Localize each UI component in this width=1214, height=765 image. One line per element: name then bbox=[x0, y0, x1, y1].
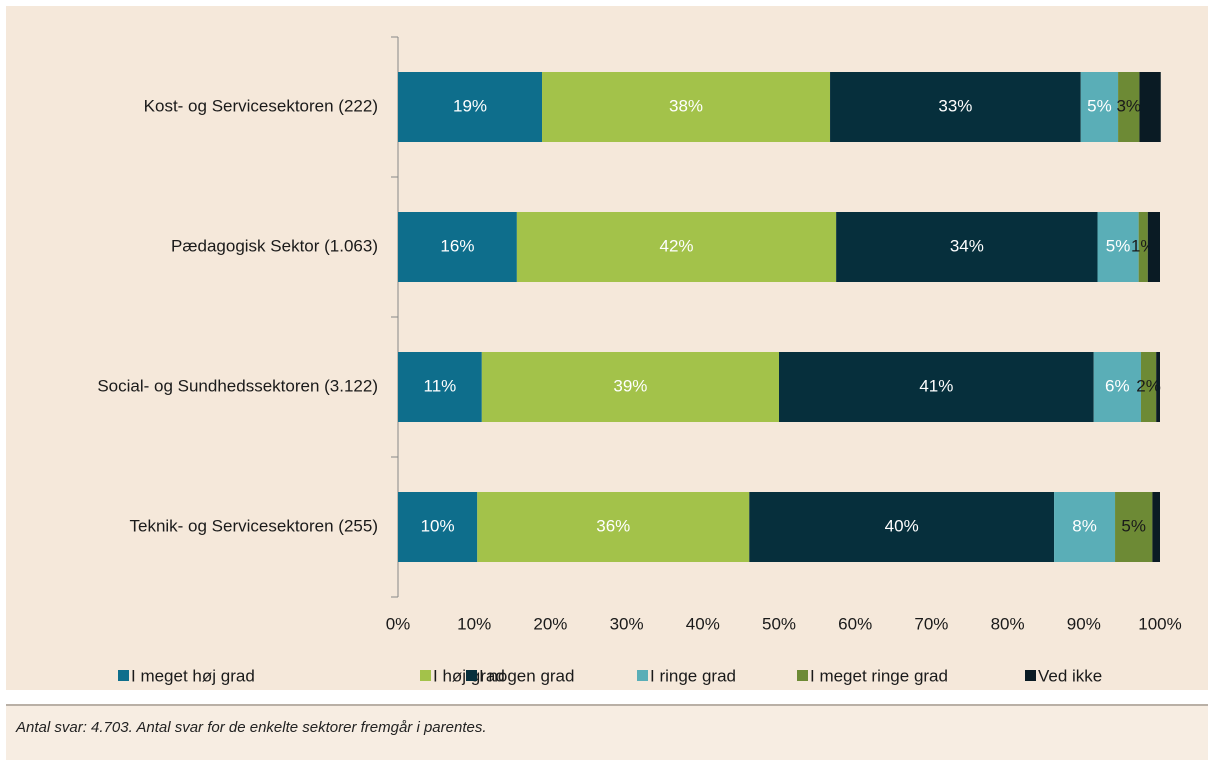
data-label: 34% bbox=[950, 236, 984, 255]
x-tick-label: 70% bbox=[914, 614, 948, 633]
bar-segment bbox=[398, 352, 482, 422]
bar-segment bbox=[477, 492, 750, 562]
legend-swatch bbox=[118, 670, 129, 681]
data-label: 5% bbox=[1106, 236, 1131, 255]
legend-label: I nogen grad bbox=[479, 666, 574, 685]
data-label: 2% bbox=[1136, 376, 1161, 395]
bar-segment bbox=[1140, 352, 1157, 422]
bar-segment bbox=[398, 212, 517, 282]
x-tick-label: 20% bbox=[533, 614, 567, 633]
legend-swatch bbox=[420, 670, 431, 681]
data-label: 3% bbox=[1116, 96, 1141, 115]
legend-swatch bbox=[637, 670, 648, 681]
x-tick-label: 50% bbox=[762, 614, 796, 633]
bar-segment bbox=[516, 212, 837, 282]
data-label: 38% bbox=[669, 96, 703, 115]
bar-segment bbox=[1156, 352, 1160, 422]
legend-label: I meget ringe grad bbox=[810, 666, 948, 685]
bar-segment bbox=[1054, 492, 1116, 562]
legend-label: I meget høj grad bbox=[131, 666, 255, 685]
data-label: 5% bbox=[1087, 96, 1112, 115]
data-label: 40% bbox=[885, 516, 919, 535]
data-label: 5% bbox=[1121, 516, 1146, 535]
category-label: Kost- og Servicesektoren (222) bbox=[144, 96, 378, 115]
x-tick-label: 60% bbox=[838, 614, 872, 633]
bar-segment bbox=[830, 72, 1081, 142]
category-label: Social- og Sundhedssektoren (3.122) bbox=[97, 376, 378, 395]
footnote: Antal svar: 4.703. Antal svar for de enk… bbox=[6, 704, 1208, 760]
category-label: Teknik- og Servicesektoren (255) bbox=[129, 516, 378, 535]
bar-segment bbox=[1093, 352, 1141, 422]
bar-segment bbox=[1139, 72, 1161, 142]
data-label: 39% bbox=[613, 376, 647, 395]
bar-segment bbox=[398, 72, 543, 142]
bar-segment bbox=[1115, 492, 1153, 562]
bar-segment bbox=[1118, 72, 1140, 142]
bar-segment bbox=[1138, 212, 1148, 282]
data-label: 41% bbox=[919, 376, 953, 395]
bar-segment bbox=[779, 352, 1094, 422]
data-label: 42% bbox=[659, 236, 693, 255]
data-label: 36% bbox=[596, 516, 630, 535]
legend-swatch bbox=[1025, 670, 1036, 681]
legend-label: I ringe grad bbox=[650, 666, 736, 685]
bar-segment bbox=[836, 212, 1098, 282]
x-tick-label: 90% bbox=[1067, 614, 1101, 633]
bar-segment bbox=[481, 352, 779, 422]
legend-swatch bbox=[466, 670, 477, 681]
data-label: 19% bbox=[453, 96, 487, 115]
x-tick-label: 0% bbox=[386, 614, 411, 633]
data-label: 8% bbox=[1072, 516, 1097, 535]
bar-segment bbox=[398, 492, 478, 562]
chart: 0% 10% 20% 30% 40% 50% 60% 70% 80% 90% 100% Kost- o… bbox=[6, 6, 1208, 690]
bar-segment bbox=[1152, 492, 1160, 562]
data-label: 16% bbox=[440, 236, 474, 255]
x-tick-label: 80% bbox=[991, 614, 1025, 633]
legend-swatch bbox=[797, 670, 808, 681]
bar-segment bbox=[1080, 72, 1119, 142]
category-label: Pædagogisk Sektor (1.063) bbox=[171, 236, 378, 255]
data-label: 6% bbox=[1105, 376, 1130, 395]
data-label: 33% bbox=[938, 96, 972, 115]
x-tick-label: 100% bbox=[1138, 614, 1181, 633]
data-label: 11% bbox=[424, 376, 457, 395]
x-tick-label: 30% bbox=[610, 614, 644, 633]
x-tick-label: 40% bbox=[686, 614, 720, 633]
bar-segment bbox=[1097, 212, 1139, 282]
data-label: 10% bbox=[421, 516, 455, 535]
x-tick-label: 10% bbox=[457, 614, 491, 633]
legend-label: Ved ikke bbox=[1038, 666, 1102, 685]
bar-segment bbox=[1147, 212, 1160, 282]
bar-segment bbox=[542, 72, 831, 142]
bar-segment bbox=[749, 492, 1055, 562]
